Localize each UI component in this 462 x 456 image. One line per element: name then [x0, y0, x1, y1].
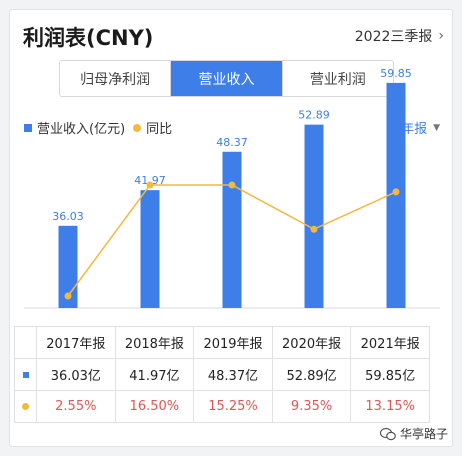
- table-header: 2021年报: [350, 326, 430, 359]
- watermark-text: 华亭路子: [399, 427, 448, 441]
- data-table: 2017年报 2018年报 2019年报 2020年报 2021年报 36.03…: [14, 326, 430, 423]
- table-cell: 16.50%: [114, 390, 195, 423]
- growth-point: [392, 188, 400, 196]
- revenue-bar: [304, 124, 324, 308]
- revenue-bar: [386, 82, 406, 308]
- growth-point: [64, 292, 72, 300]
- bar-data-label: 52.89: [298, 109, 330, 122]
- table-corner: [14, 326, 37, 359]
- frequency-dropdown[interactable]: 年报 ▼: [401, 118, 440, 137]
- table-cell: 48.37亿: [193, 358, 273, 391]
- table-row-revenue: 36.03亿 41.97亿 48.37亿 52.89亿 59.85亿: [14, 358, 430, 391]
- revenue-bar: [140, 190, 160, 308]
- period-selector[interactable]: 2022三季报 ›: [355, 26, 444, 46]
- tab-net-profit[interactable]: 归母净利润: [60, 61, 172, 96]
- table-cell: 52.89亿: [271, 358, 352, 391]
- table-cell: 13.15%: [350, 390, 430, 423]
- table-header: 2019年报: [193, 326, 273, 359]
- growth-point: [310, 225, 318, 233]
- line-legend-label: 同比: [146, 122, 173, 137]
- wechat-icon: [379, 427, 396, 440]
- revenue-chart: 36.03 41.97 48.37 52.89 59.85: [24, 67, 440, 309]
- table-row-growth: 2.55% 16.50% 15.25% 9.35% 13.15%: [14, 390, 430, 423]
- bar-data-label: 48.37: [216, 136, 248, 149]
- bar-data-label: 36.03: [52, 210, 84, 223]
- metric-tabs: 归母净利润 营业收入 营业利润: [59, 60, 394, 97]
- table-cell: 41.97亿: [114, 358, 195, 391]
- growth-point: [228, 181, 236, 189]
- tab-revenue[interactable]: 营业收入: [171, 61, 283, 96]
- bar-data-label: 59.85: [380, 67, 412, 80]
- growth-point: [146, 181, 154, 189]
- revenue-bar: [222, 151, 242, 308]
- period-label: 2022三季报: [354, 29, 433, 45]
- table-cell: 9.35%: [271, 390, 352, 423]
- chevron-right-icon: ›: [438, 28, 444, 44]
- table-cell: 59.85亿: [350, 358, 430, 391]
- table-cell: 15.25%: [193, 390, 273, 423]
- revenue-bar: [58, 225, 78, 308]
- table-header: 2018年报: [114, 326, 195, 359]
- page-title: 利润表(CNY): [23, 26, 154, 50]
- bar-data-label: 41.97: [134, 174, 166, 187]
- bar-legend-swatch: [24, 123, 32, 132]
- table-header-row: 2017年报 2018年报 2019年报 2020年报 2021年报: [14, 326, 430, 359]
- table-cell: 36.03亿: [36, 358, 116, 391]
- watermark: 华亭路子: [379, 425, 448, 442]
- triangle-down-icon: ▼: [433, 122, 440, 133]
- line-legend-swatch: [133, 123, 142, 132]
- bar-legend-label: 营业收入(亿元): [37, 122, 126, 137]
- table-cell: 2.55%: [36, 390, 116, 423]
- table-header: 2020年报: [271, 326, 352, 359]
- chart-legend: 营业收入(亿元) 同比: [24, 118, 172, 137]
- revenue-marker: [14, 358, 37, 391]
- table-header: 2017年报: [36, 326, 116, 359]
- tab-operating-profit[interactable]: 营业利润: [282, 61, 393, 96]
- frequency-label: 年报: [401, 122, 428, 137]
- growth-marker: [14, 390, 37, 423]
